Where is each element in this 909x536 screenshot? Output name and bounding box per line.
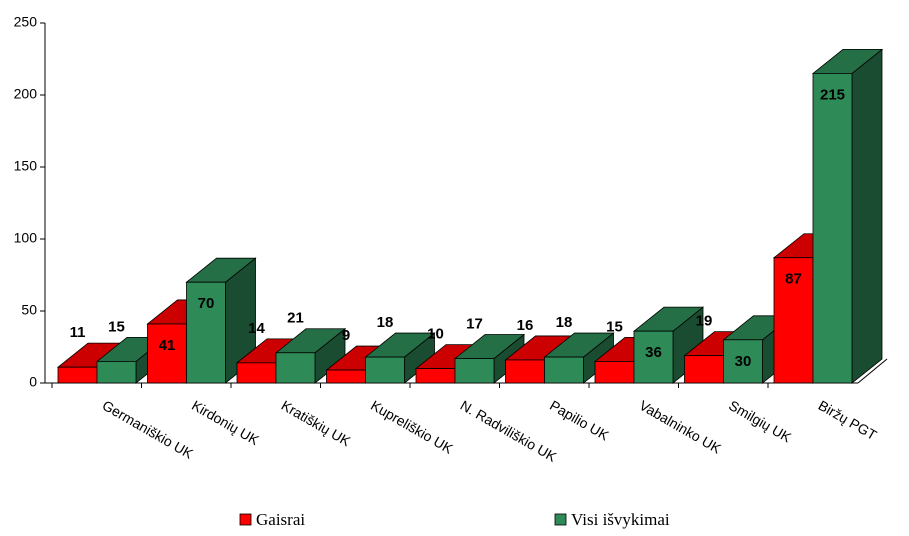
legend-label: Gaisrai: [256, 510, 305, 529]
bar: [812, 73, 853, 384]
data-label: 36: [645, 344, 662, 361]
legend-label: Visi išvykimai: [571, 510, 670, 529]
y-tick-label: 250: [14, 14, 38, 30]
data-label: 14: [248, 320, 265, 337]
bar: [505, 359, 545, 384]
bar: [326, 369, 366, 384]
bar: [684, 355, 724, 384]
data-label: 21: [287, 310, 304, 327]
legend-swatch: [554, 513, 567, 526]
x-axis-depth: [857, 358, 888, 384]
y-tick-label: 200: [14, 86, 38, 102]
bar: [96, 360, 137, 384]
bar: [773, 257, 814, 384]
legend: [120, 506, 815, 536]
bar: [633, 330, 674, 384]
legend-swatch: [239, 513, 252, 526]
data-label: 19: [696, 313, 713, 330]
bar: [365, 356, 405, 384]
data-label: 17: [466, 315, 483, 332]
data-label: 18: [556, 314, 573, 331]
data-label: 41: [159, 337, 176, 354]
data-label: 11: [70, 324, 86, 341]
bar: [415, 368, 456, 384]
data-label: 30: [735, 353, 752, 370]
data-label: 15: [108, 318, 125, 335]
bar: [723, 339, 763, 384]
bar: [147, 323, 187, 384]
bar: [275, 352, 316, 384]
data-label: 16: [517, 317, 534, 334]
data-label: 18: [377, 314, 394, 331]
bar: [544, 356, 584, 384]
y-tick-label: 0: [29, 374, 37, 390]
data-label: 10: [427, 326, 444, 343]
bar: [236, 362, 277, 384]
bar: [186, 281, 226, 384]
y-tick-label: 100: [14, 230, 38, 246]
bar: [594, 360, 635, 384]
data-label: 9: [342, 327, 350, 344]
data-label: 87: [785, 271, 802, 288]
bar: [454, 358, 495, 384]
y-tick-label: 50: [21, 302, 37, 318]
data-label: 70: [198, 295, 215, 312]
data-label: 15: [606, 318, 623, 335]
y-tick-label: 150: [14, 158, 38, 174]
data-label: 215: [820, 86, 845, 103]
bar-side: [851, 48, 883, 384]
bar: [57, 366, 98, 384]
